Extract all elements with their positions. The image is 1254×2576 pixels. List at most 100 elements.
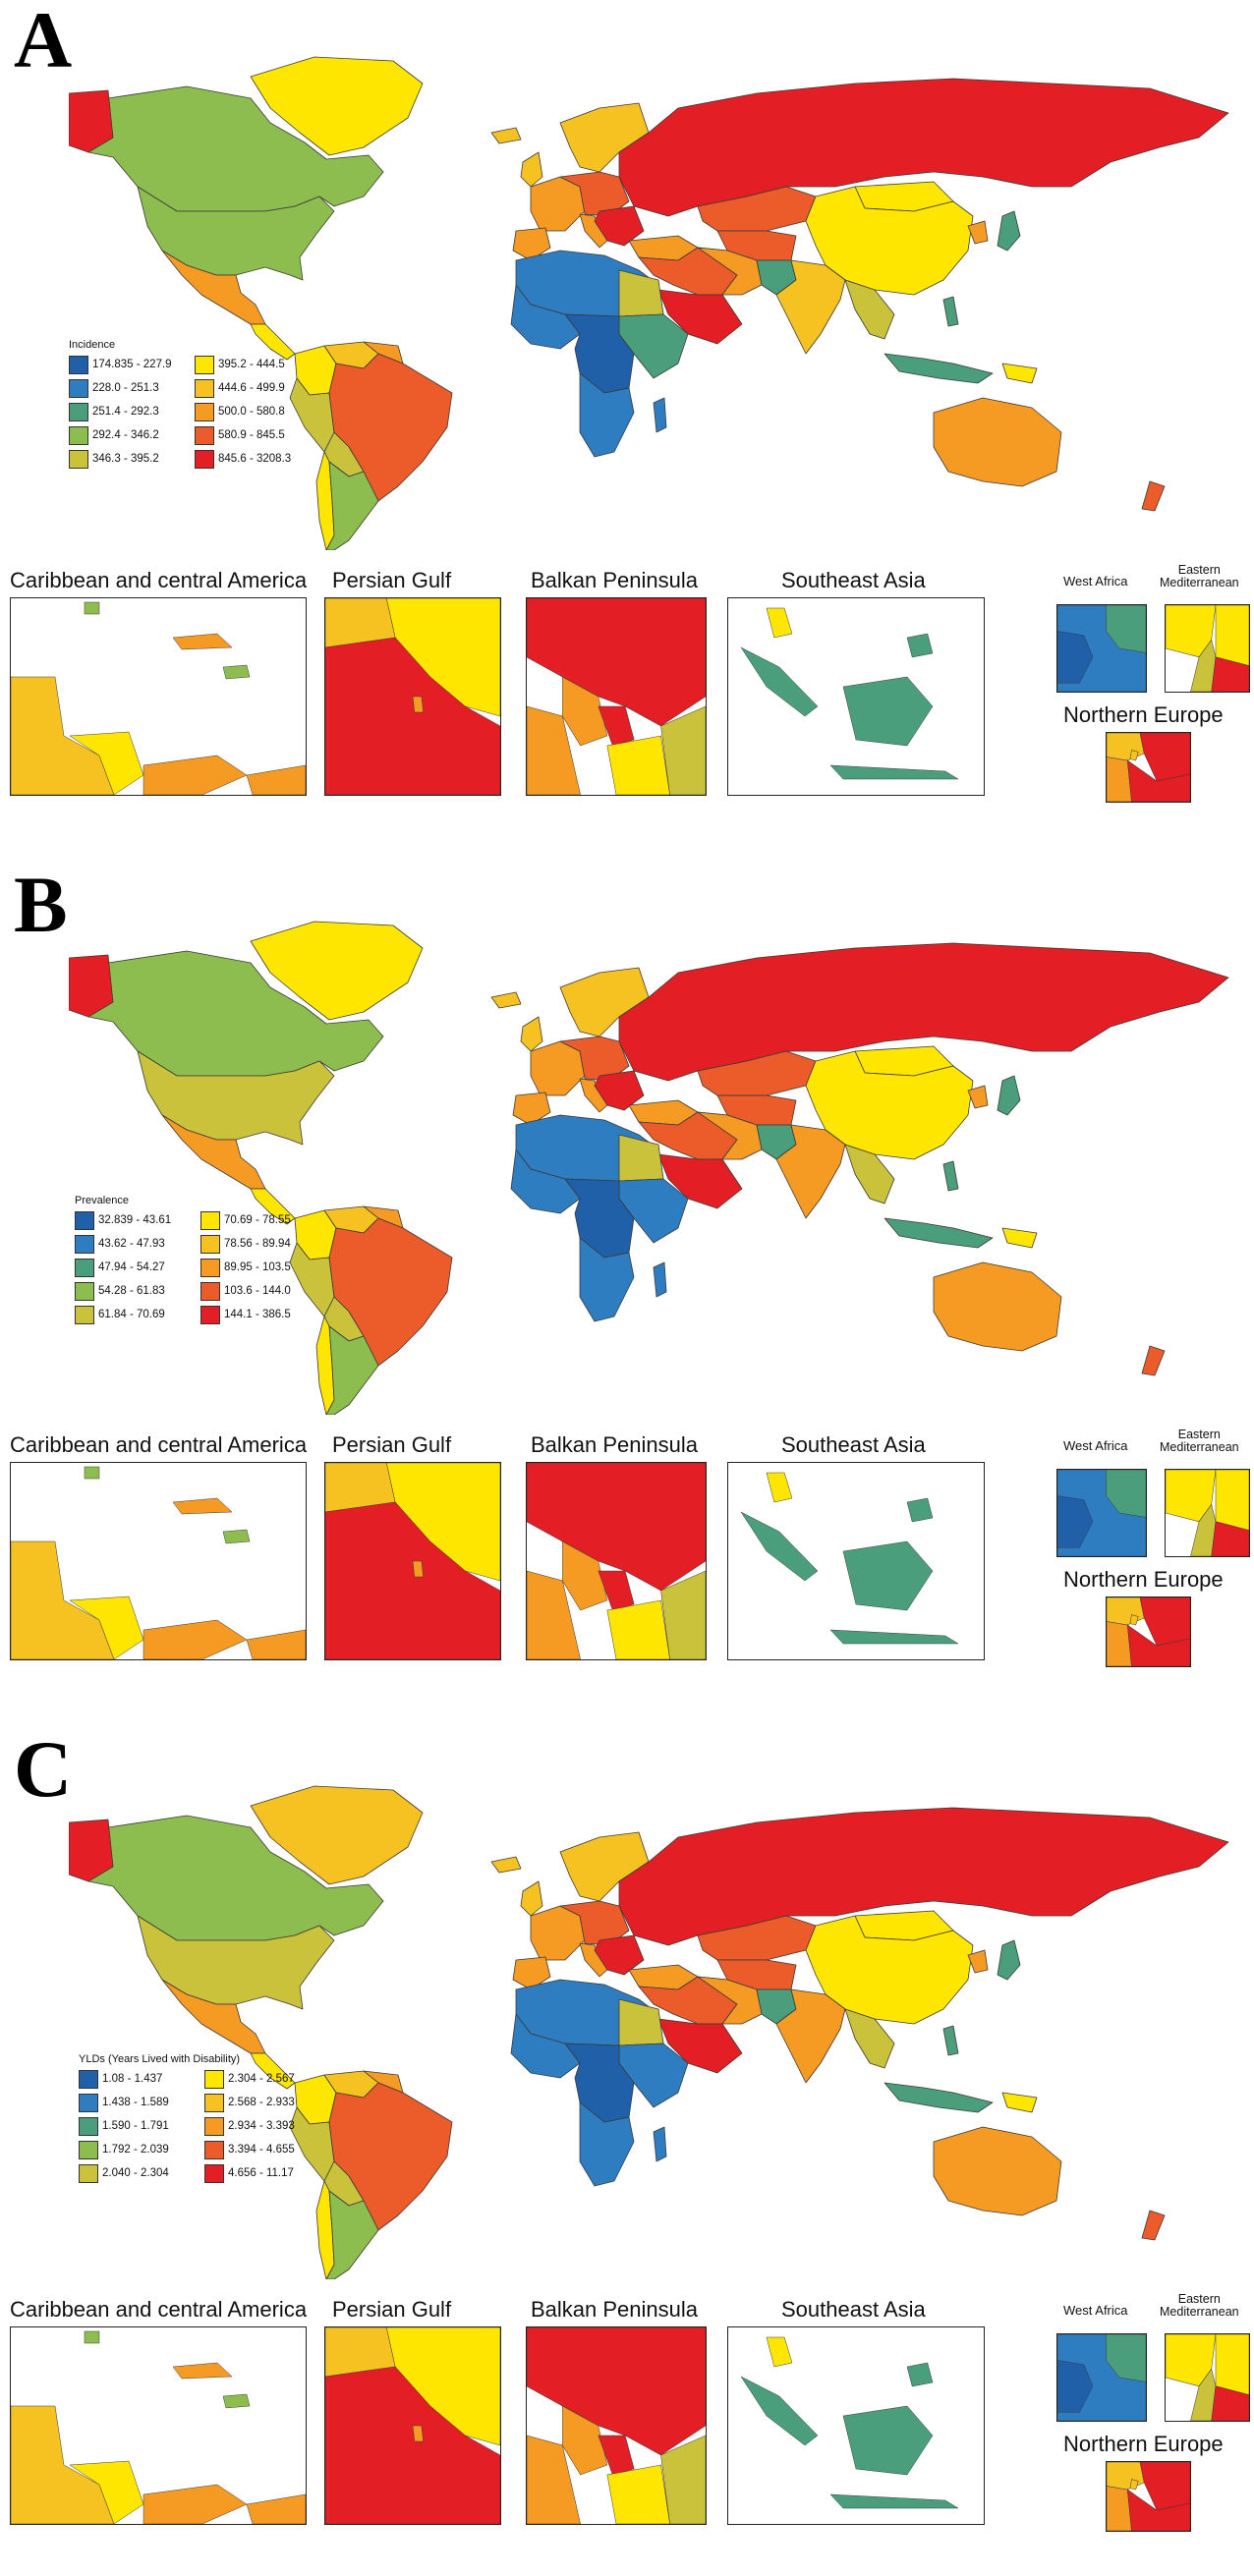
country-korea (967, 1085, 989, 1109)
inset-title: Northern Europe (1063, 702, 1224, 727)
legend-item: 43.62 - 47.93 (75, 1234, 200, 1254)
inset-region (1212, 1522, 1249, 1556)
legend-swatch (75, 1305, 94, 1324)
inset-title: Persian Gulf (332, 2297, 452, 2322)
inset-title: Persian Gulf (332, 1432, 452, 1457)
inset-region (1130, 751, 1139, 761)
world-map (69, 921, 1229, 1415)
inset-region (70, 1596, 143, 1659)
inset-map-box (1056, 2333, 1147, 2422)
legend-item: 1.792 - 2.039 (79, 2140, 204, 2159)
inset-map (1166, 1470, 1249, 1556)
legend-swatch (195, 355, 214, 374)
country-indonesia (884, 2082, 994, 2113)
inset-region (223, 665, 250, 679)
legend-item: 292.4 - 346.2 (69, 425, 195, 445)
inset-region (907, 634, 933, 657)
legend-swatch (195, 402, 214, 421)
legend-label: 2.568 - 2.933 (228, 2097, 295, 2108)
legend-item: 1.438 - 1.589 (79, 2093, 204, 2112)
inset-title-line: Mediterranean (1160, 576, 1239, 590)
country-korea (967, 1949, 989, 1974)
inset-title: Eastern Mediterranean (1160, 563, 1239, 590)
legend-swatch (75, 1281, 94, 1301)
country-arabia (657, 289, 743, 345)
legend-swatch (195, 425, 214, 445)
country-argentina (325, 2190, 379, 2279)
country-italy (579, 1942, 608, 1978)
inset-region (1127, 1625, 1190, 1666)
country-iran (697, 1976, 763, 2025)
inset-region (70, 2461, 143, 2524)
legend-swatch (69, 378, 88, 398)
legend-label: 2.040 - 2.304 (102, 2167, 169, 2179)
inset-region (830, 1630, 958, 1644)
legend-swatch (79, 2069, 98, 2089)
inset-region (1140, 1597, 1190, 1646)
inset-title: West Africa (1063, 574, 1128, 588)
legend-item: 395.2 - 444.5 (195, 355, 320, 374)
inset-map (11, 598, 306, 795)
legend-label: 444.6 - 499.9 (218, 382, 285, 394)
country-madagascar (653, 1261, 667, 1298)
country-madagascar (653, 397, 667, 433)
inset-map-box (1056, 1469, 1147, 1557)
inset-region (527, 2436, 581, 2524)
legend-swatch (200, 1234, 220, 1254)
country-greenland (250, 1785, 424, 1885)
inset-region (741, 2377, 818, 2445)
inset-region (527, 706, 581, 795)
inset-map-box (727, 2326, 985, 2525)
legend-swatch (204, 2069, 224, 2089)
country-japan (997, 1075, 1021, 1116)
legend-swatch (200, 1281, 220, 1301)
legend-label: 395.2 - 444.5 (218, 359, 285, 370)
country-alaska (69, 1819, 114, 1882)
country-safrica (579, 1237, 635, 1322)
inset-region (830, 2494, 958, 2508)
country-indonesia (884, 353, 994, 384)
inset-map-box (727, 1462, 985, 1660)
inset-map-box (1165, 604, 1250, 693)
inset-region (661, 706, 706, 795)
legend-label: 103.6 - 144.0 (224, 1285, 291, 1297)
inset-title: Balkan Peninsula (531, 2297, 699, 2322)
country-seasia (844, 1144, 895, 1204)
country-canada (87, 950, 384, 1077)
country-japan (997, 1939, 1021, 1981)
inset-region (607, 2465, 670, 2524)
inset-map (1057, 605, 1146, 692)
inset-title: Persian Gulf (332, 568, 452, 592)
country-seasia (844, 2008, 895, 2069)
inset-region (1140, 2462, 1190, 2510)
inset-map (325, 598, 500, 795)
inset-region (562, 1541, 607, 1610)
country-nz (1141, 480, 1166, 512)
legend-item: 580.9 - 845.5 (195, 425, 320, 445)
country-iberia (512, 1956, 551, 1990)
legend-label: 1.08 - 1.437 (102, 2073, 163, 2085)
legend-label: 47.94 - 54.27 (98, 1261, 165, 1273)
legend-grid: 1.08 - 1.437 2.304 - 2.567 1.438 - 1.589… (79, 2069, 330, 2183)
country-nz (1141, 1345, 1166, 1376)
inset-map (728, 598, 984, 795)
inset-region (1130, 1615, 1139, 1626)
panel-a: A Incidence 174.835 - 227.9 395.2 - 444.… (0, 0, 1254, 847)
inset-region (1107, 2462, 1144, 2490)
inset-region (413, 1561, 424, 1577)
legend-swatch (69, 425, 88, 445)
legend-swatch (79, 2163, 98, 2183)
inset-region (1107, 733, 1144, 760)
legend-swatch (75, 1210, 94, 1230)
country-png (1001, 363, 1038, 384)
country-alaska (69, 89, 114, 153)
inset-region (1107, 2487, 1132, 2531)
inset-region (325, 1502, 500, 1659)
legend-label: 346.3 - 395.2 (92, 453, 159, 465)
country-argentina (325, 1325, 379, 1415)
inset-region (1057, 631, 1093, 683)
inset-map (11, 1463, 306, 1659)
country-safrica (579, 2101, 635, 2187)
legend-label: 1.590 - 1.791 (102, 2120, 169, 2132)
inset-region (85, 2331, 99, 2343)
